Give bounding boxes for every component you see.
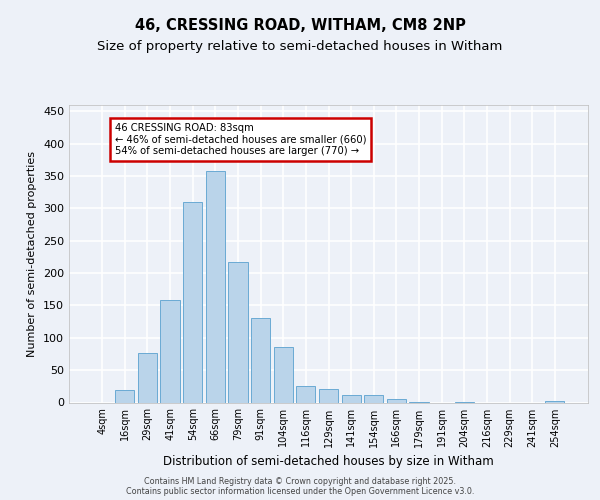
Bar — [183, 202, 202, 402]
Bar — [160, 300, 180, 402]
Bar — [341, 396, 361, 402]
Bar — [274, 347, 293, 403]
Text: 46, CRESSING ROAD, WITHAM, CM8 2NP: 46, CRESSING ROAD, WITHAM, CM8 2NP — [134, 18, 466, 32]
Text: Contains HM Land Registry data © Crown copyright and database right 2025.
Contai: Contains HM Land Registry data © Crown c… — [126, 476, 474, 496]
Bar — [364, 396, 383, 402]
Text: Size of property relative to semi-detached houses in Witham: Size of property relative to semi-detach… — [97, 40, 503, 53]
Bar — [115, 390, 134, 402]
Bar — [296, 386, 316, 402]
Bar — [319, 389, 338, 402]
Bar — [545, 400, 565, 402]
X-axis label: Distribution of semi-detached houses by size in Witham: Distribution of semi-detached houses by … — [163, 455, 494, 468]
Bar — [206, 171, 225, 402]
Bar — [229, 262, 248, 402]
Text: 46 CRESSING ROAD: 83sqm
← 46% of semi-detached houses are smaller (660)
54% of s: 46 CRESSING ROAD: 83sqm ← 46% of semi-de… — [115, 123, 366, 156]
Y-axis label: Number of semi-detached properties: Number of semi-detached properties — [28, 151, 37, 357]
Bar — [387, 400, 406, 402]
Bar — [138, 352, 157, 403]
Bar — [251, 318, 270, 402]
